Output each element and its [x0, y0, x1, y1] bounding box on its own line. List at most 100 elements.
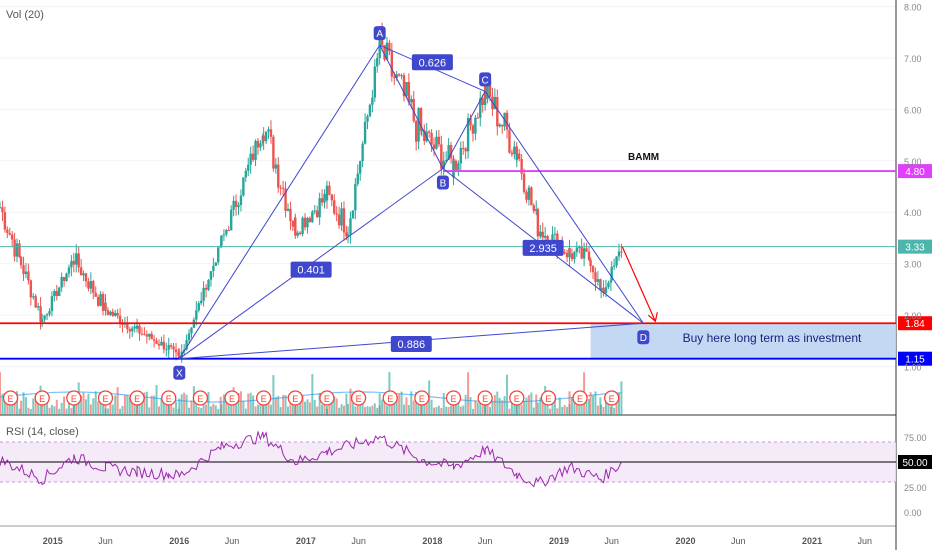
candle-body	[402, 75, 406, 97]
earnings-marker	[350, 390, 367, 406]
volume-bar	[592, 395, 595, 415]
volume-bar	[116, 387, 119, 415]
volume-bar	[342, 405, 345, 415]
volume-bar	[530, 392, 533, 415]
volume-bar	[60, 402, 63, 415]
candle-body	[15, 243, 19, 257]
candle-body	[414, 120, 418, 142]
candle-body	[22, 265, 25, 275]
candle-body	[620, 251, 623, 253]
volume-bar	[471, 408, 474, 415]
candle-body	[109, 311, 112, 315]
candle-body	[599, 287, 603, 291]
volume-bar	[24, 397, 27, 415]
volume-bar	[410, 391, 413, 415]
volume-bar	[467, 372, 470, 415]
candle-body	[488, 80, 492, 97]
candle-body	[330, 194, 334, 201]
candle-body	[6, 229, 9, 233]
ratio-label-bd: 2.935	[529, 243, 557, 255]
candle-body	[58, 287, 61, 296]
candle-body	[371, 97, 374, 105]
volume-bar	[195, 398, 198, 415]
volume-bar	[423, 396, 426, 415]
candle-body	[269, 129, 273, 137]
volume-bar	[167, 400, 170, 415]
volume-bar	[153, 395, 156, 415]
candle-body	[361, 143, 364, 162]
price-tick-label: 5.00	[904, 157, 922, 167]
candle-body	[423, 130, 426, 142]
volume-bar	[188, 407, 191, 415]
price-badge-1.84: 1.84	[905, 319, 925, 330]
volume-bar	[479, 398, 482, 415]
time-tick-label: Jun	[225, 536, 240, 546]
earnings-marker	[66, 390, 82, 406]
candle-body	[32, 296, 35, 298]
candle-body	[469, 118, 472, 126]
volume-bar	[89, 404, 92, 415]
candle-body	[527, 187, 531, 200]
candle-body	[599, 279, 602, 291]
volume-bar	[496, 391, 499, 415]
volume-bar	[123, 395, 126, 415]
volume-bar	[566, 406, 569, 415]
rsi-label: RSI (14, close)	[6, 426, 79, 438]
volume-bar	[513, 401, 516, 415]
candle-body	[284, 188, 287, 211]
candle-body	[393, 76, 396, 79]
candle-body	[476, 117, 480, 119]
earnings-marker-label: E	[102, 394, 108, 404]
earnings-marker-label: E	[609, 394, 615, 404]
level-lines: 4.80 3.33 1.84 1.15	[0, 164, 932, 366]
candle-body	[45, 314, 49, 316]
volume-bar	[403, 404, 406, 415]
volume-bar	[457, 399, 460, 415]
volume-bar	[165, 399, 168, 415]
candle-body	[143, 333, 146, 335]
candle-body	[543, 235, 547, 238]
candle-body	[138, 325, 141, 334]
volume-bar	[286, 406, 289, 415]
earnings-marker	[319, 390, 335, 406]
candle-body	[298, 232, 302, 234]
candle-body	[256, 140, 260, 148]
earnings-marker	[161, 390, 177, 406]
price-tick-label: 1.00	[904, 362, 922, 372]
candle-body	[575, 247, 579, 253]
volume-bar	[333, 396, 336, 415]
leg-cd	[484, 91, 644, 324]
volume-bar	[87, 393, 90, 415]
volume-bar	[347, 403, 350, 415]
volume-bar	[185, 394, 188, 415]
volume-bar	[615, 398, 618, 415]
point-bg-b	[436, 175, 449, 190]
candle-body	[457, 163, 460, 170]
volume-bar	[102, 398, 105, 415]
candle-body	[444, 159, 448, 161]
volume-bar	[82, 392, 85, 415]
candle-body	[316, 210, 319, 218]
volume-bar	[493, 395, 496, 415]
candle-body	[373, 66, 376, 98]
candle-body	[471, 125, 475, 134]
candle-body	[237, 204, 240, 207]
earnings-marker-label: E	[8, 394, 14, 404]
volume-bar	[580, 398, 583, 415]
candle-body	[281, 187, 285, 189]
candle-body	[378, 47, 381, 58]
candle-body	[496, 97, 499, 127]
candle-body	[432, 144, 436, 149]
candle-body	[532, 205, 536, 212]
volume-bar	[442, 393, 445, 415]
volume-bar	[1, 393, 4, 415]
volume-bar	[376, 407, 379, 415]
candle-body	[254, 140, 257, 160]
volume-bar	[345, 393, 348, 415]
point-label-c: C	[482, 75, 489, 86]
candle-body	[242, 177, 245, 196]
earnings-marker-label: E	[71, 394, 77, 404]
volume-bar	[200, 407, 203, 415]
candle-body	[318, 198, 321, 218]
volume-bar	[244, 408, 247, 415]
